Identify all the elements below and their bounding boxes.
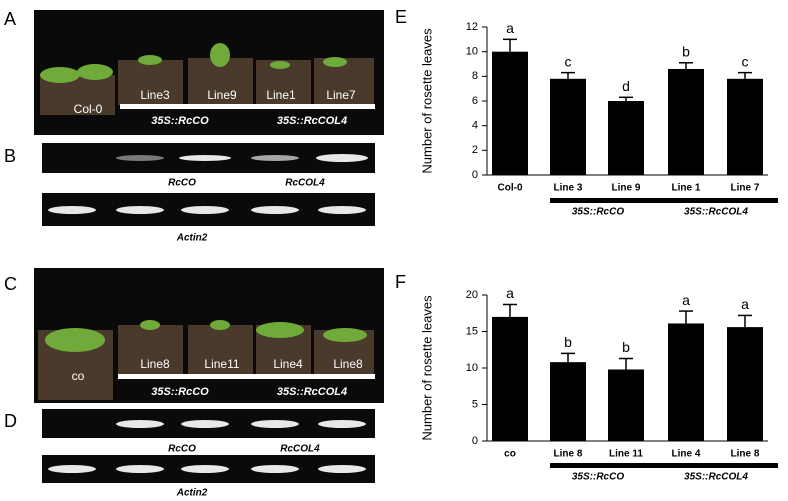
bar xyxy=(608,369,644,441)
annotation: b xyxy=(564,334,572,350)
group-label: 35S::RcCO xyxy=(151,115,209,127)
group-bar xyxy=(550,198,778,203)
bar xyxy=(727,78,763,175)
plant-label: Line8 xyxy=(333,357,363,371)
bar xyxy=(492,51,528,175)
annotation: d xyxy=(622,78,630,94)
bar xyxy=(668,323,704,441)
x-tick-label: Line 8 xyxy=(554,449,583,460)
gene-label: RcCOL4 xyxy=(280,444,320,455)
bar xyxy=(550,362,586,441)
panel-letter: E xyxy=(395,7,407,27)
group-label: 35S::RcCOL4 xyxy=(684,207,748,218)
bar xyxy=(668,68,704,175)
annotation: a xyxy=(741,296,749,312)
x-tick-label: Line 3 xyxy=(554,183,583,194)
gene-label: RcCO xyxy=(168,178,196,189)
group-label: 35S::RcCO xyxy=(572,207,624,218)
panel-letter: D xyxy=(4,411,17,431)
y-axis-title: Number of rosette leaves xyxy=(419,28,434,174)
plant-label: Line9 xyxy=(207,88,237,102)
group-label: 35S::RcCO xyxy=(151,386,209,398)
y-tick-label: 10 xyxy=(466,46,478,58)
gene-label: RcCOL4 xyxy=(285,178,325,189)
plant-label: Line3 xyxy=(140,88,170,102)
y-axis-title: Number of rosette leaves xyxy=(419,295,434,441)
plant-label: co xyxy=(72,369,85,383)
plant-label: Line4 xyxy=(273,357,303,371)
y-tick-label: 8 xyxy=(472,70,478,82)
gene-label: RcCO xyxy=(168,444,196,455)
annotation: b xyxy=(682,43,690,59)
y-tick-label: 2 xyxy=(472,144,478,156)
panel-letter: B xyxy=(4,146,16,166)
y-tick-label: 5 xyxy=(472,398,478,410)
group-bar xyxy=(118,374,375,379)
annotation: a xyxy=(506,285,514,301)
plant-label: Line7 xyxy=(326,88,356,102)
bar xyxy=(550,78,586,175)
annotation: c xyxy=(565,53,572,69)
annotation: b xyxy=(622,339,630,355)
plant-label: Line8 xyxy=(140,357,170,371)
annotation: a xyxy=(682,292,690,308)
group-bar xyxy=(120,104,375,109)
x-tick-label: Line 4 xyxy=(672,449,701,460)
group-bar xyxy=(550,463,778,468)
group-label: 35S::RcCOL4 xyxy=(277,115,347,127)
bar xyxy=(492,316,528,441)
plant-label: Line1 xyxy=(266,88,296,102)
x-tick-label: Col-0 xyxy=(498,183,523,194)
gel-bands xyxy=(48,206,366,214)
x-tick-label: Line 7 xyxy=(731,183,760,194)
panel-letter: A xyxy=(4,9,16,29)
y-tick-label: 15 xyxy=(466,325,478,337)
bar xyxy=(608,101,644,175)
leaves xyxy=(45,320,367,352)
panel-letter: C xyxy=(4,274,17,294)
gene-label: Actin2 xyxy=(176,488,208,499)
group-label: 35S::RcCOL4 xyxy=(684,472,748,483)
y-tick-label: 10 xyxy=(466,362,478,374)
plant-label: Line11 xyxy=(204,357,239,371)
y-tick-label: 6 xyxy=(472,95,478,107)
group-label: 35S::RcCOL4 xyxy=(277,386,347,398)
group-label: 35S::RcCO xyxy=(572,472,624,483)
panel-letter: F xyxy=(395,272,406,292)
y-tick-label: 12 xyxy=(466,21,478,33)
x-tick-label: Line 8 xyxy=(731,449,760,460)
gel-band xyxy=(116,155,164,161)
y-tick-label: 20 xyxy=(466,289,478,301)
gel-band xyxy=(179,155,231,161)
gel-bands xyxy=(48,465,366,473)
y-tick-label: 0 xyxy=(472,435,478,447)
gel-band xyxy=(316,154,368,162)
x-tick-label: Line 9 xyxy=(612,183,641,194)
bar xyxy=(727,327,763,441)
annotation: a xyxy=(506,20,514,36)
x-tick-label: Line 1 xyxy=(672,183,701,194)
gel-bands xyxy=(116,420,366,428)
gene-label: Actin2 xyxy=(176,233,208,244)
y-tick-label: 0 xyxy=(472,169,478,181)
y-tick-label: 4 xyxy=(472,120,478,132)
leaves xyxy=(40,43,347,83)
x-tick-label: co xyxy=(504,449,516,460)
x-tick-label: Line 11 xyxy=(609,449,643,460)
plant-label: Col-0 xyxy=(74,102,103,116)
annotation: c xyxy=(742,53,749,69)
gel-band xyxy=(251,155,299,161)
